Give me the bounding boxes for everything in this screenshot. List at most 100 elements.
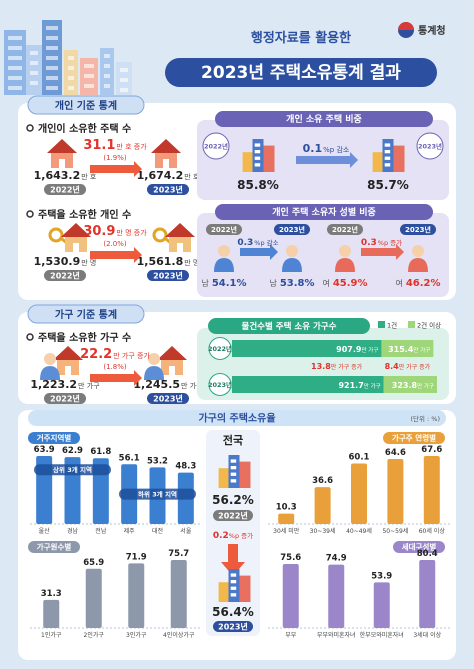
header-window [104,74,110,78]
building-icon [228,569,240,602]
text-part: %p 감소 [254,239,278,247]
row-label: 개인이 소유한 주택 수 [38,122,131,135]
building-icon [242,152,254,172]
before-value: 1,643.2만 호 [34,169,97,182]
text-part: 여 [395,278,402,288]
change: 0.3%p 감소 [237,238,278,248]
legend-swatch [378,321,385,328]
national-label: 전국 [223,433,243,447]
change: 30.9만 명 증가 [83,224,147,239]
person-icon [412,245,424,257]
pill-label: 2022년 [332,225,358,234]
pill-label: 2022년 [50,184,80,194]
header-window [8,66,22,70]
pill-label: 2022년 [218,510,248,520]
text-part: 여 [322,278,329,288]
gender-value: 여 46.2% [395,278,440,289]
share-value: 85.7% [367,178,409,192]
pill [393,541,445,553]
house-icon [47,139,77,153]
text-part: 만 가구 [364,382,381,390]
logo: 통계청 [418,24,446,37]
arrow [90,370,142,386]
bar [423,456,440,524]
bar-value: 65.9 [83,558,104,568]
building-icon [372,152,384,172]
text-part: 1,674.2 [137,169,184,182]
text-part: 315.4 [388,345,414,354]
bar-value: 64.6 [385,448,406,458]
row-label: 주택을 소유한 개인 수 [38,208,131,221]
house-icon [169,366,175,375]
text-part: 만 명 [81,258,96,267]
bar-value: 62.9 [62,446,83,456]
category-label: 부부 [285,632,297,639]
category-label: 1인가구 [41,631,62,639]
bar [351,463,367,524]
text-part: 31.1 [83,138,115,153]
header-window [8,46,22,50]
key-icon [152,227,168,243]
header-window [68,76,74,80]
text-part: %p 증가 [378,238,402,247]
header-window [68,56,74,60]
arrow [90,161,142,177]
section-header [28,410,446,426]
bar [373,582,390,628]
category-label: 전남 [95,527,107,535]
national-value: 56.2% [212,493,254,507]
header-window [46,66,58,70]
person-icon [148,353,160,365]
category-label: 3세대 이상 [413,631,441,639]
building-icon [384,156,391,160]
arrow [240,244,278,260]
header-window [46,76,58,80]
pill-label: 2023년 [153,393,183,403]
category-label: 50~59세 [382,527,408,535]
house-icon [177,243,183,252]
bar [381,340,434,357]
pill-label: 2023년 [153,270,183,280]
after-value: 1,245.5만 가구 [133,378,203,391]
bar-value: 74.9 [326,554,347,564]
panel-title: 물건수별 주택 소유 가구수 [242,321,337,332]
pill [147,393,189,404]
person-icon [218,245,230,257]
house-icon [163,159,169,168]
text-part: 0.1 [303,142,323,155]
pill-label: 2023년 [279,225,305,234]
change: 8.4만 가구 증가 [385,362,431,371]
house-icon [165,223,195,237]
panel-title: 개인 소유 주택 비중 [286,113,362,125]
bar-value: 921.7만 가구 [338,381,380,390]
legend-label: 1건 [387,321,397,330]
building-icon [263,145,275,172]
text-part: 만 호 [184,172,200,181]
text-part: 8.4 [385,362,400,371]
change-pct: (2.0%) [103,240,127,248]
gender-value: 남 53.8% [269,278,314,289]
year-label: 2023년 [418,142,442,151]
unit: (단위 : %) [410,414,440,423]
title: 2023년 주택소유통계 결과 [201,63,401,83]
text-part: 0.3 [237,238,253,248]
bar-value: 61.8 [90,447,111,457]
bar-value: 323.8만 가구 [392,381,434,390]
pill-label: 2022년 [50,393,80,403]
pill [44,270,86,281]
text-part: 만 가구 [181,381,203,390]
text-part: 46.2% [406,278,441,289]
subtitle: 행정자료를 활용한 [251,30,351,46]
person-icon [286,245,298,257]
header-window [120,78,128,82]
change-pct: (1.8%) [103,363,127,371]
text-part: 만 가구 [417,382,434,390]
person-icon [214,258,234,272]
header-window [84,84,94,88]
bar [419,560,436,628]
text-part: 13.8 [311,362,331,371]
bar [43,599,60,628]
panel-header [215,111,433,127]
bar-value: 67.6 [421,445,442,455]
category-label: 제주 [124,527,136,535]
